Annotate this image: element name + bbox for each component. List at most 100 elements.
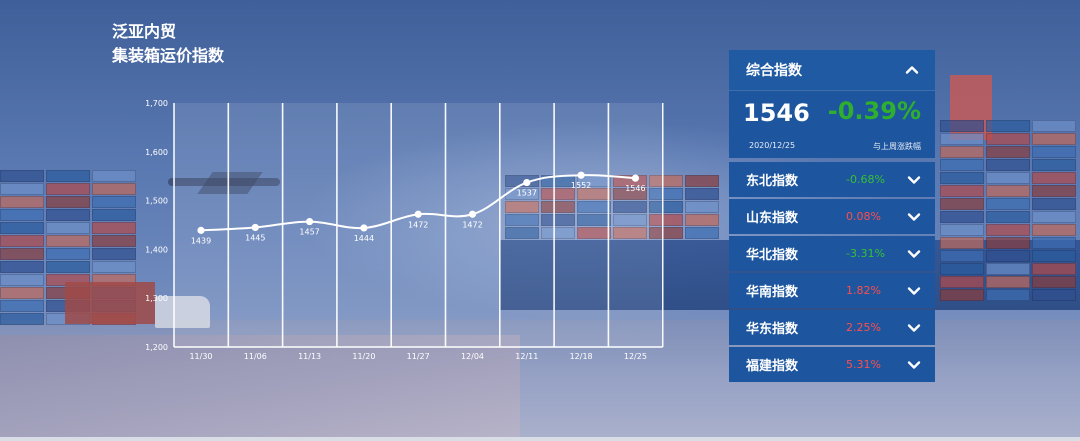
index-panel: 综合指数 1546 -0.39% 2020/12/25 与上周涨跌幅 东北指数 -… [729,50,935,382]
container-box [986,185,1030,197]
chevron-down-icon[interactable] [907,173,921,187]
container-box [46,170,90,182]
container-box [1032,159,1076,171]
y-tick-label: 1,700 [145,99,168,108]
region-change: 5.31% [846,358,881,371]
container-box [940,211,984,223]
container-box [92,261,136,273]
y-tick-label: 1,500 [145,197,168,206]
container-box [649,214,683,226]
container-box [1032,224,1076,236]
x-tick-label: 11/06 [244,352,267,361]
x-tick-label: 12/25 [624,352,647,361]
container-box [986,263,1030,275]
x-tick-label: 11/30 [189,352,212,361]
container-box [0,183,44,195]
data-point [577,171,585,179]
chevron-down-icon[interactable] [907,210,921,224]
chevron-down-icon[interactable] [907,284,921,298]
container-box [0,300,44,312]
region-name: 华北指数 [746,248,799,263]
x-tick-label: 11/13 [298,352,321,361]
data-label: 1457 [299,228,319,237]
container-box [505,227,539,239]
data-label: 1445 [245,233,265,242]
container-box [685,227,719,239]
container-box [0,261,44,273]
container-box [577,214,611,226]
container-box [1032,198,1076,210]
data-label: 1546 [625,184,645,193]
container-box [46,183,90,195]
y-tick-label: 1,600 [145,148,168,157]
road [0,335,520,441]
data-label: 1444 [354,234,374,243]
container-box [613,214,647,226]
data-point [360,224,368,232]
data-point [306,217,314,226]
container-box [685,214,719,226]
truck-cab [155,296,210,328]
container-box [986,250,1030,262]
chevron-down-icon[interactable] [907,358,921,372]
region-change: 1.82% [846,284,881,297]
container-box [1032,185,1076,197]
region-row[interactable]: 东北指数 -0.68% [729,162,935,197]
container-box [940,185,984,197]
region-row[interactable]: 山东指数 0.08% [729,199,935,234]
container-box [940,159,984,171]
composite-index-header[interactable]: 综合指数 [729,50,935,90]
container-box [649,201,683,213]
x-tick-label: 11/27 [407,352,430,361]
container-box [505,201,539,213]
chevron-down-icon[interactable] [907,247,921,261]
container-box [940,146,984,158]
container-box [1032,237,1076,249]
region-change: -3.31% [846,247,885,260]
composite-index-date: 2020/12/25 [749,141,796,150]
region-row[interactable]: 福建指数 5.31% [729,347,935,382]
container-box [940,276,984,288]
container-box [577,227,611,239]
region-name: 福建指数 [746,359,799,374]
container-box [46,235,90,247]
container-box [92,209,136,221]
container-box [940,133,984,145]
chevron-up-icon[interactable] [905,63,919,77]
container-box [613,227,647,239]
container-box [46,261,90,273]
container-box [505,175,539,187]
region-row[interactable]: 华北指数 -3.31% [729,236,935,271]
data-point [197,226,205,234]
container-box [505,214,539,226]
container-box [0,313,44,325]
x-tick-label: 12/04 [461,352,484,361]
composite-index-change: -0.39% [827,97,921,125]
region-change: 0.08% [846,210,881,223]
chevron-down-icon[interactable] [907,321,921,335]
x-tick-label: 12/11 [515,352,538,361]
region-row[interactable]: 华南指数 1.82% [729,273,935,308]
container-box [649,175,683,187]
container-box [1032,133,1076,145]
bottom-strip [0,437,1080,441]
data-point [523,178,531,187]
container-box [0,274,44,286]
composite-index-summary: 1546 -0.39% 2020/12/25 与上周涨跌幅 [729,90,935,158]
data-point [468,210,477,218]
container-box [940,120,984,132]
composite-index-note: 与上周涨跌幅 [873,142,921,151]
y-tick-label: 1,300 [145,294,168,303]
region-name: 华东指数 [746,322,799,337]
container-box [685,175,719,187]
region-row[interactable]: 华东指数 2.25% [729,310,935,345]
container-box [613,201,647,213]
title-line-2: 集装箱运价指数 [112,46,225,65]
container-box [0,287,44,299]
region-change: -0.68% [846,173,885,186]
composite-index-label: 综合指数 [746,63,802,79]
region-change: 2.25% [846,321,881,334]
container-box [92,183,136,195]
container-box [649,188,683,200]
